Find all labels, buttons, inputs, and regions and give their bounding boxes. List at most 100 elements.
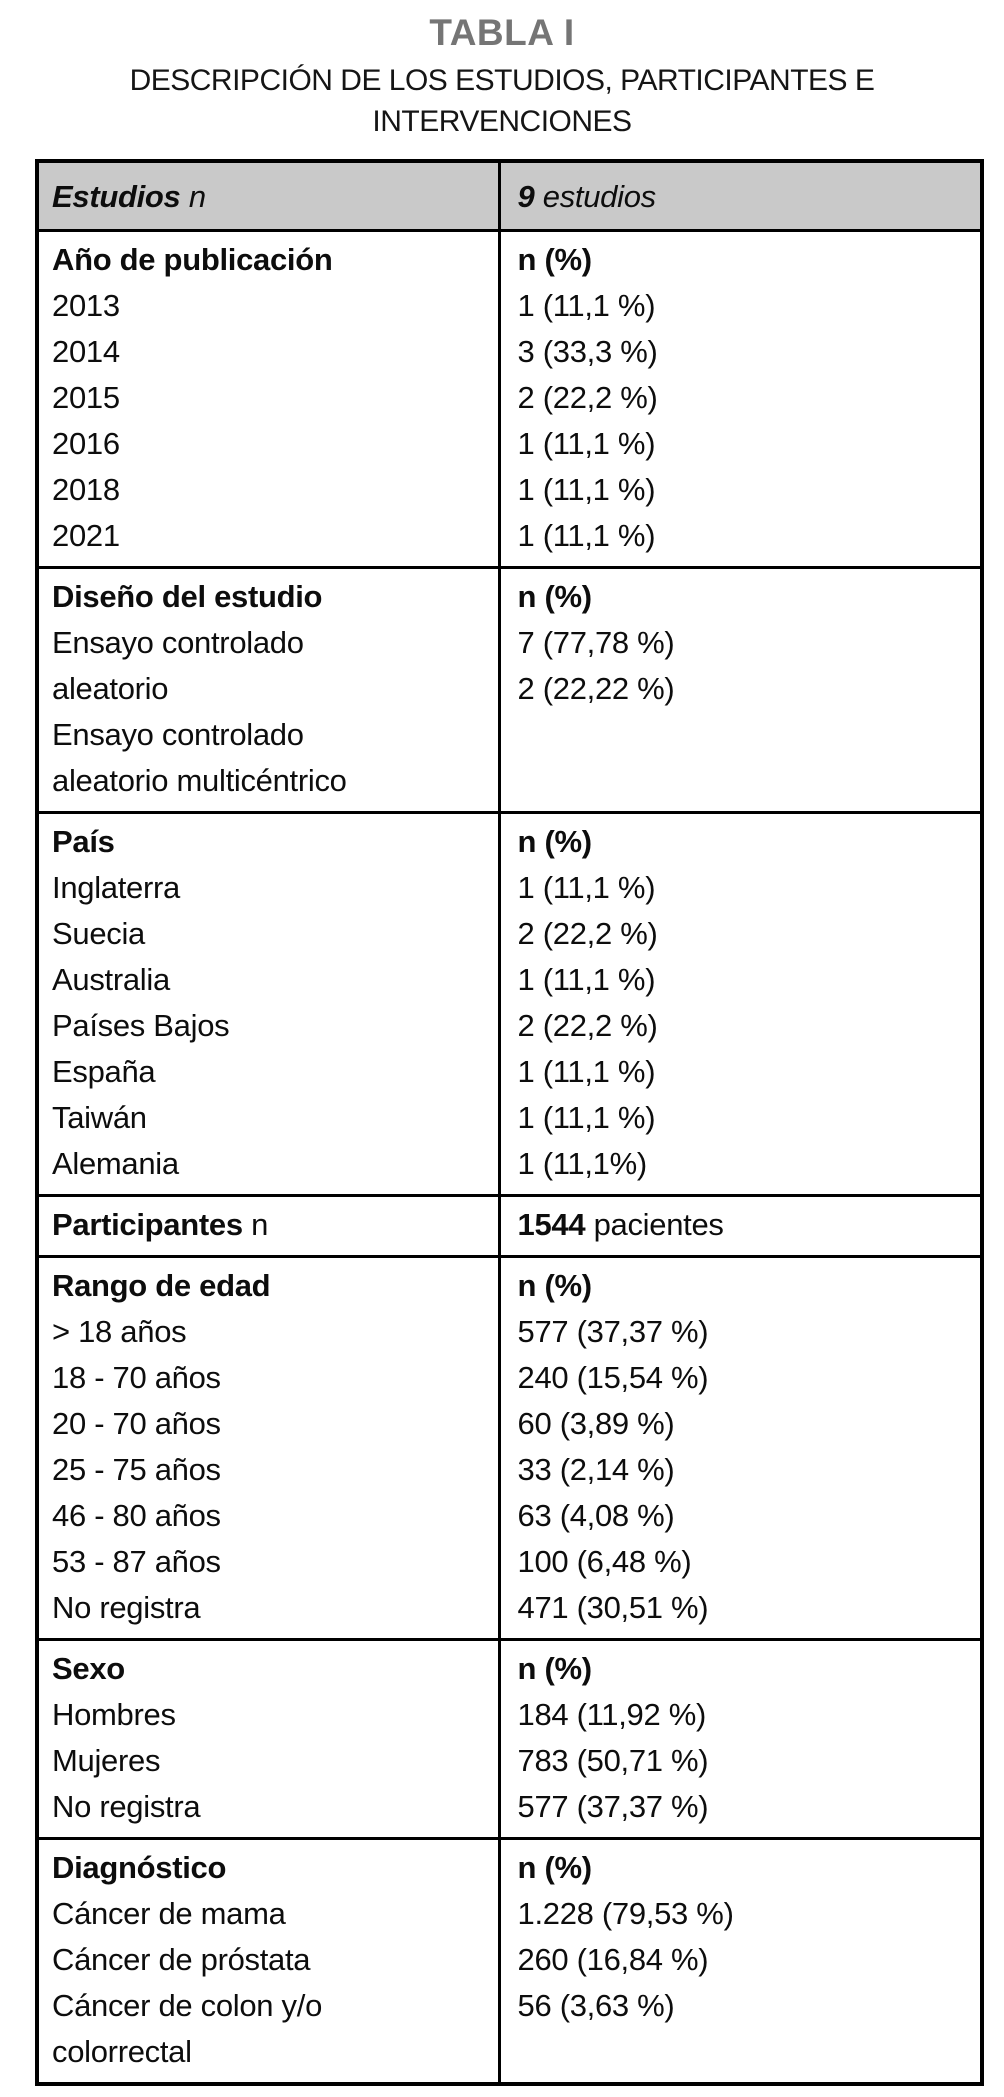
table-line-bold-segment: n (%)	[517, 1268, 593, 1303]
table-line: 1544 pacientes	[518, 1202, 975, 1248]
table-line: > 18 años	[52, 1309, 492, 1355]
table-line: 577 (37,37 %)	[518, 1309, 975, 1355]
table-section-row: País Inglaterra Suecia Australia Países Bajo…	[35, 811, 984, 1197]
table-line-segment: Hombres	[52, 1697, 176, 1732]
header-right-cell: 9 estudios	[497, 159, 984, 232]
table-line: 56 (3,63 %)	[518, 1983, 975, 2029]
table-line-segment: Inglaterra	[52, 870, 180, 905]
table-line: Inglaterra	[52, 865, 492, 911]
table-line-segment: 20 - 70 años	[52, 1406, 221, 1441]
table-line-segment: 1 (11,1 %)	[517, 962, 656, 997]
table-line-segment: 100 (6,48 %)	[517, 1544, 692, 1579]
table-line: 2 (22,2 %)	[518, 1003, 975, 1049]
table-line-segment: 2014	[52, 334, 120, 369]
section-right-cell: n (%) 1 (11,1 %) 3 (33,3 %) 2 (22,2 %) 1 (11…	[497, 229, 984, 569]
table-line-segment: No registra	[52, 1590, 201, 1625]
table-line-bold-segment: Rango de edad	[52, 1268, 271, 1303]
table-line-segment: 260 (16,84 %)	[517, 1942, 709, 1977]
table-line-segment: 471 (30,51 %)	[517, 1590, 709, 1625]
table-line-bold-segment: Participantes	[52, 1207, 243, 1242]
table-line: Sexo	[52, 1646, 492, 1692]
table-line: Cáncer de colon y/o	[52, 1983, 492, 2029]
table-line-bold-segment: n (%)	[517, 824, 593, 859]
table-line-segment: 2 (22,22 %)	[517, 671, 675, 706]
section-left-cell: Participantes n	[35, 1194, 501, 1258]
table-line-segment: estudios	[534, 179, 656, 214]
table-line: 60 (3,89 %)	[518, 1401, 975, 1447]
table-line-bold-segment: Año de publicación	[52, 242, 333, 277]
table-line: 2 (22,2 %)	[518, 911, 975, 957]
table-title: TABLA I	[429, 12, 575, 53]
table-line: Cáncer de mama	[52, 1891, 492, 1937]
table-line: n (%)	[518, 237, 975, 283]
section-right-cell: 1544 pacientes	[497, 1194, 984, 1258]
table-line-bold-segment: Diseño del estudio	[52, 579, 323, 614]
table-line-bold-segment: Diagnóstico	[52, 1850, 227, 1885]
table-line-segment: 3 (33,3 %)	[517, 334, 658, 369]
table-line: 1 (11,1%)	[518, 1141, 975, 1187]
table-line: Año de publicación	[52, 237, 492, 283]
table-line-segment: Australia	[52, 962, 170, 997]
table-line: 2021	[52, 513, 492, 559]
section-right-cell: n (%) 1.228 (79,53 %) 260 (16,84 %) 56 (3,6…	[497, 1837, 984, 2086]
table-line: aleatorio	[52, 666, 492, 712]
table-line-segment: 577 (37,37 %)	[517, 1314, 709, 1349]
table-line: n (%)	[518, 1646, 975, 1692]
table-line-segment: n	[242, 1207, 269, 1242]
table-line-segment: aleatorio	[52, 671, 169, 706]
table-line-bold-segment: n (%)	[517, 579, 593, 614]
table-line: 2018	[52, 467, 492, 513]
table-line: No registra	[52, 1784, 492, 1830]
table-line: Cáncer de próstata	[52, 1937, 492, 1983]
table-line-segment: aleatorio multicéntrico	[52, 763, 347, 798]
table-line: País	[52, 819, 492, 865]
table-line-bold-segment: n (%)	[517, 1651, 593, 1686]
table-line-segment: 33 (2,14 %)	[517, 1452, 675, 1487]
table-line: 2013	[52, 283, 492, 329]
section-left-cell: Sexo Hombres Mujeres No registra	[35, 1638, 501, 1840]
table-header-row: Estudios n 9 estudios	[35, 159, 984, 232]
table-line: 2014	[52, 329, 492, 375]
table-line-segment: 1.228 (79,53 %)	[517, 1896, 734, 1931]
table-line: 1 (11,1 %)	[518, 1095, 975, 1141]
table-line-bold-segment: 9	[517, 179, 535, 214]
table-line-segment: 2013	[52, 288, 120, 323]
table-line: España	[52, 1049, 492, 1095]
table-line: 1 (11,1 %)	[518, 283, 975, 329]
table-subtitle-line1: DESCRIPCIÓN DE LOS ESTUDIOS, PARTICIPANT…	[129, 64, 875, 97]
table-line-segment: Ensayo controlado	[52, 717, 304, 752]
table-line-segment: 2 (22,2 %)	[517, 1008, 658, 1043]
table-section-row: Diagnóstico Cáncer de mama Cáncer de próst…	[35, 1837, 984, 2086]
table-line: 260 (16,84 %)	[518, 1937, 975, 1983]
table-line: 2015	[52, 375, 492, 421]
table-line: 53 - 87 años	[52, 1539, 492, 1585]
table-line-bold-segment: Estudios	[52, 179, 181, 214]
page: { "title": "TABLA I", "subtitle": { "lin…	[0, 12, 1004, 2097]
table-line: Participantes n	[52, 1202, 492, 1248]
table-line: 1 (11,1 %)	[518, 421, 975, 467]
table-line-segment: 2021	[52, 518, 120, 553]
table-line-segment: 46 - 80 años	[52, 1498, 221, 1533]
table-line-segment: 240 (15,54 %)	[517, 1360, 709, 1395]
table-line: 471 (30,51 %)	[518, 1585, 975, 1631]
table-line: 3 (33,3 %)	[518, 329, 975, 375]
table-line-segment: Cáncer de colon y/o	[52, 1988, 323, 2023]
table-subtitle: DESCRIPCIÓN DE LOS ESTUDIOS, PARTICIPANT…	[0, 60, 1004, 142]
table-line: 100 (6,48 %)	[518, 1539, 975, 1585]
table-line-bold-segment: 1544	[517, 1207, 586, 1242]
table-line-segment: 1 (11,1%)	[517, 1146, 648, 1181]
table-section-row: Año de publicación 2013 2014 2015 2016 2018 20…	[35, 229, 984, 569]
table-line-segment: 783 (50,71 %)	[517, 1743, 709, 1778]
table-line: 184 (11,92 %)	[518, 1692, 975, 1738]
section-right-cell: n (%) 184 (11,92 %) 783 (50,71 %) 577 (37,3…	[497, 1638, 984, 1840]
table-line-segment: pacientes	[585, 1207, 724, 1242]
table-line: 577 (37,37 %)	[518, 1784, 975, 1830]
table-line-segment: 60 (3,89 %)	[517, 1406, 675, 1441]
table-line-segment: 577 (37,37 %)	[517, 1789, 709, 1824]
table-line: Mujeres	[52, 1738, 492, 1784]
table-line: 1 (11,1 %)	[518, 957, 975, 1003]
table-line: 63 (4,08 %)	[518, 1493, 975, 1539]
table-line-segment: 18 - 70 años	[52, 1360, 221, 1395]
table-subtitle-line2: INTERVENCIONES	[372, 105, 632, 138]
table-line: n (%)	[518, 1845, 975, 1891]
